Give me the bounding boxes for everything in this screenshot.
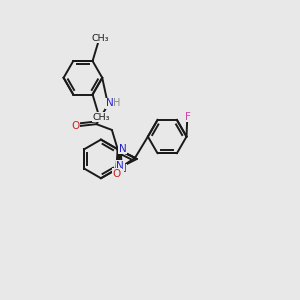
Text: O: O <box>113 169 121 179</box>
Text: N: N <box>118 144 126 154</box>
Text: N: N <box>106 98 114 108</box>
Text: O: O <box>71 121 80 131</box>
Text: CH₃: CH₃ <box>93 113 110 122</box>
Text: N: N <box>118 164 126 174</box>
Text: F: F <box>185 112 191 122</box>
Text: CH₃: CH₃ <box>92 34 110 43</box>
Text: N: N <box>116 160 124 171</box>
Text: H: H <box>113 98 121 108</box>
